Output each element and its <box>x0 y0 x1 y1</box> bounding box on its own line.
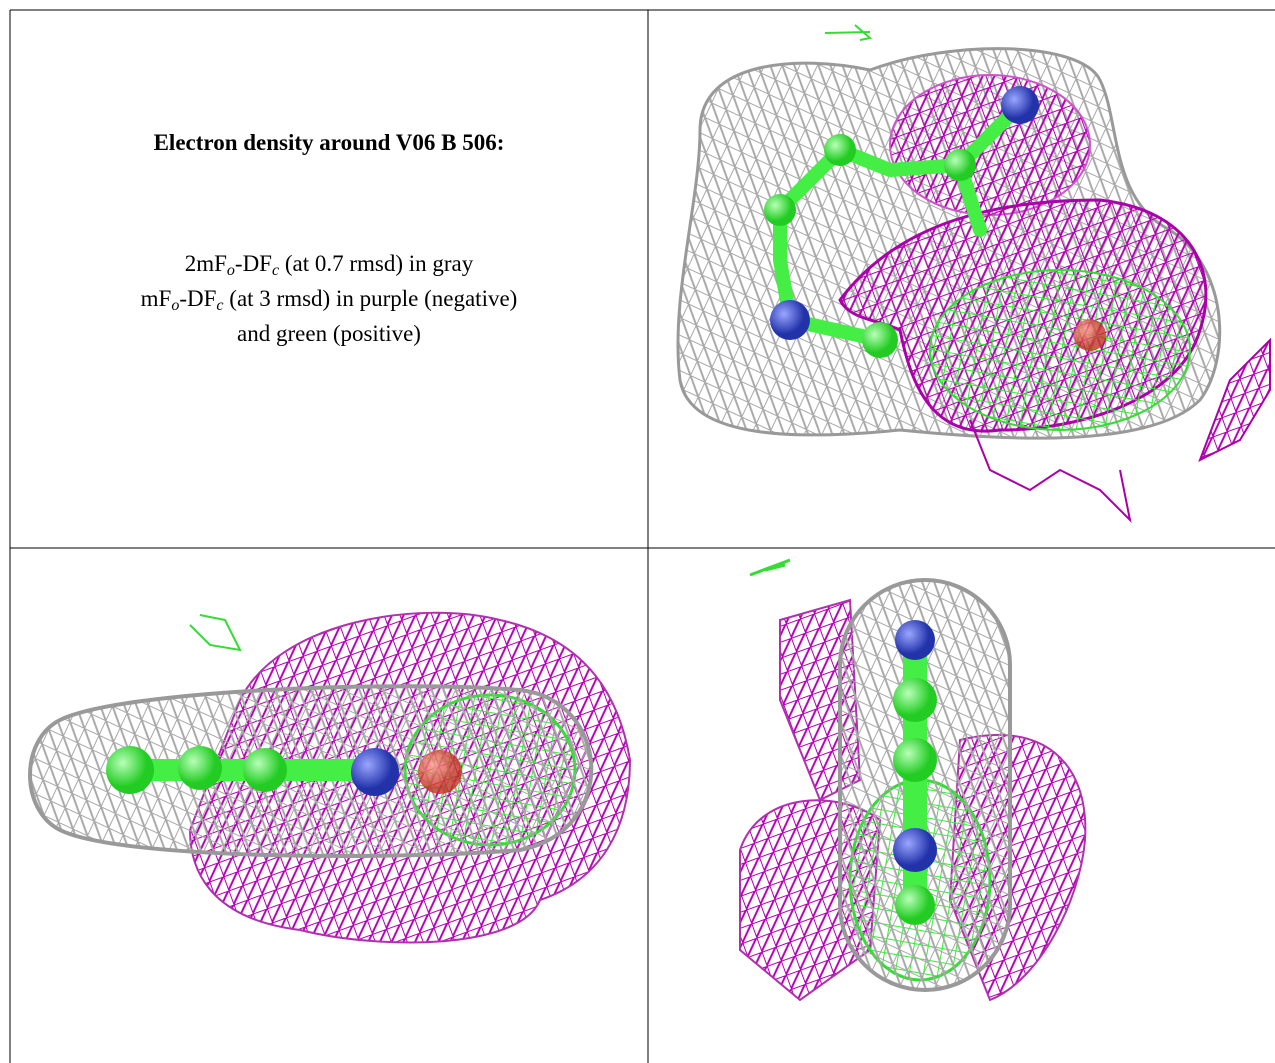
text-run: 2mF <box>184 251 227 276</box>
cell-description: 2mFo-DFc (at 0.7 rmsd) in gray mFo-DFc (a… <box>10 246 648 351</box>
atom-carbon <box>862 322 898 358</box>
atom-carbon <box>824 134 856 166</box>
text-run: -DF <box>179 286 217 311</box>
description-line: 2mFo-DFc (at 0.7 rmsd) in gray <box>10 246 648 281</box>
text-run: (at 0.7 rmsd) in gray <box>279 251 474 276</box>
purple-mesh <box>1198 337 1271 463</box>
subscript: c <box>216 297 224 314</box>
table-borders <box>9 9 1275 1063</box>
atom-carbon <box>243 748 287 792</box>
text-run: mF <box>140 286 172 311</box>
subscript: o <box>171 297 180 314</box>
atom-carbon <box>893 678 937 722</box>
text-run: -DF <box>234 251 272 276</box>
purple-mesh <box>889 74 1091 216</box>
density-view-1 <box>676 24 1271 524</box>
text-run: (at 3 rmsd) in purple (negative) <box>223 286 518 311</box>
atom-nitrogen <box>770 300 810 340</box>
subscript: c <box>271 262 280 279</box>
atom-carbon <box>178 746 222 790</box>
density-view-3 <box>739 558 1087 1002</box>
atom-carbon <box>895 885 935 925</box>
mesh-fragment <box>189 614 242 652</box>
text-run: and green (positive) <box>237 321 421 346</box>
atom-carbon <box>106 746 154 794</box>
mesh-fragment <box>824 24 873 41</box>
atom-carbon <box>893 738 937 782</box>
atom-oxygen <box>418 750 462 794</box>
density-view-2 <box>28 611 632 944</box>
atom-carbon <box>764 194 796 226</box>
purple-mesh <box>969 419 1132 524</box>
atom-carbon <box>944 149 976 181</box>
subscript: o <box>226 262 235 279</box>
atom-nitrogen <box>1001 86 1039 124</box>
description-line: mFo-DFc (at 3 rmsd) in purple (negative) <box>10 281 648 316</box>
cell-title: Electron density around V06 B 506: <box>153 130 505 155</box>
mesh-fragment <box>749 558 791 577</box>
atom-oxygen <box>1074 319 1106 351</box>
atom-nitrogen <box>895 620 935 660</box>
atom-nitrogen <box>893 828 937 872</box>
green-mesh <box>929 269 1191 431</box>
description-line: and green (positive) <box>10 316 648 351</box>
atom-nitrogen <box>351 748 399 796</box>
